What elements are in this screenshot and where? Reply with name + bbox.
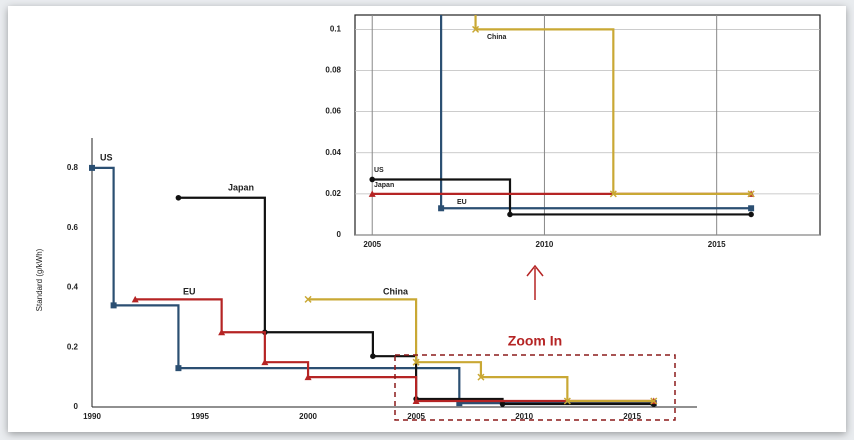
marker: [748, 205, 755, 212]
y-tick-label: 0.6: [67, 223, 79, 232]
plot-frame: [354, 14, 821, 236]
series-line: [372, 178, 752, 216]
x-tick-label: 1990: [83, 412, 101, 421]
marker: [369, 176, 376, 183]
series-group: [368, 15, 755, 218]
series-label: China: [487, 34, 507, 41]
series-label: Japan: [374, 182, 394, 189]
series-label: US: [374, 167, 384, 174]
marker: [650, 397, 658, 405]
marker: [304, 373, 312, 381]
x-tick-label: 2015: [708, 240, 726, 249]
y-tick-label: 0.1: [330, 25, 342, 34]
y-tick-label: 0.02: [325, 189, 341, 198]
series-line: [440, 15, 752, 210]
marker: [175, 365, 182, 372]
y-axis-label: Standard (g/kWh): [35, 248, 44, 311]
marker: [438, 205, 445, 212]
x-tick-label: 2015: [623, 412, 641, 421]
marker: [304, 295, 312, 303]
marker: [412, 358, 420, 366]
series-label: EU: [183, 286, 196, 296]
x-tick-label: 2010: [536, 240, 554, 249]
zoom-arrow-head: [526, 264, 544, 277]
marker: [412, 397, 420, 405]
marker: [261, 358, 269, 366]
y-tick-label: 0: [337, 230, 342, 239]
series-group: [89, 164, 658, 407]
marker: [368, 190, 376, 197]
series-label: US: [100, 152, 113, 162]
marker: [507, 211, 513, 218]
x-tick-label: 2005: [407, 412, 425, 421]
zoom-label: Zoom In: [508, 333, 562, 349]
x-tick-label: 2010: [515, 412, 533, 421]
x-tick-label: 2000: [299, 412, 317, 421]
marker: [370, 353, 376, 359]
marker: [499, 401, 506, 407]
series-label: Japan: [228, 182, 254, 192]
x-tick-label: 1995: [191, 412, 209, 421]
marker: [110, 302, 117, 309]
y-tick-label: 0.04: [325, 148, 341, 157]
marker: [175, 194, 182, 201]
marker: [131, 295, 139, 303]
y-tick-label: 0: [74, 402, 79, 411]
marker: [747, 190, 755, 198]
series-line: [474, 15, 752, 195]
zoom-box: [394, 354, 676, 421]
y-tick-label: 0.4: [67, 283, 79, 292]
marker: [748, 211, 754, 218]
series-line: [92, 166, 654, 405]
y-tick-label: 0.2: [67, 342, 79, 351]
y-tick-label: 0.06: [325, 107, 341, 116]
marker: [472, 25, 480, 33]
series-line: [135, 298, 654, 403]
x-tick-label: 2005: [363, 240, 381, 249]
series-line: [308, 298, 654, 403]
marker: [563, 397, 571, 405]
marker: [477, 373, 485, 381]
marker: [456, 400, 463, 407]
series-label: China: [383, 286, 409, 296]
series-label: EU: [457, 199, 467, 206]
marker: [89, 164, 95, 171]
marker: [218, 328, 226, 336]
y-tick-label: 0.08: [325, 66, 341, 75]
marker: [609, 190, 617, 198]
y-tick-label: 0.8: [67, 163, 79, 172]
